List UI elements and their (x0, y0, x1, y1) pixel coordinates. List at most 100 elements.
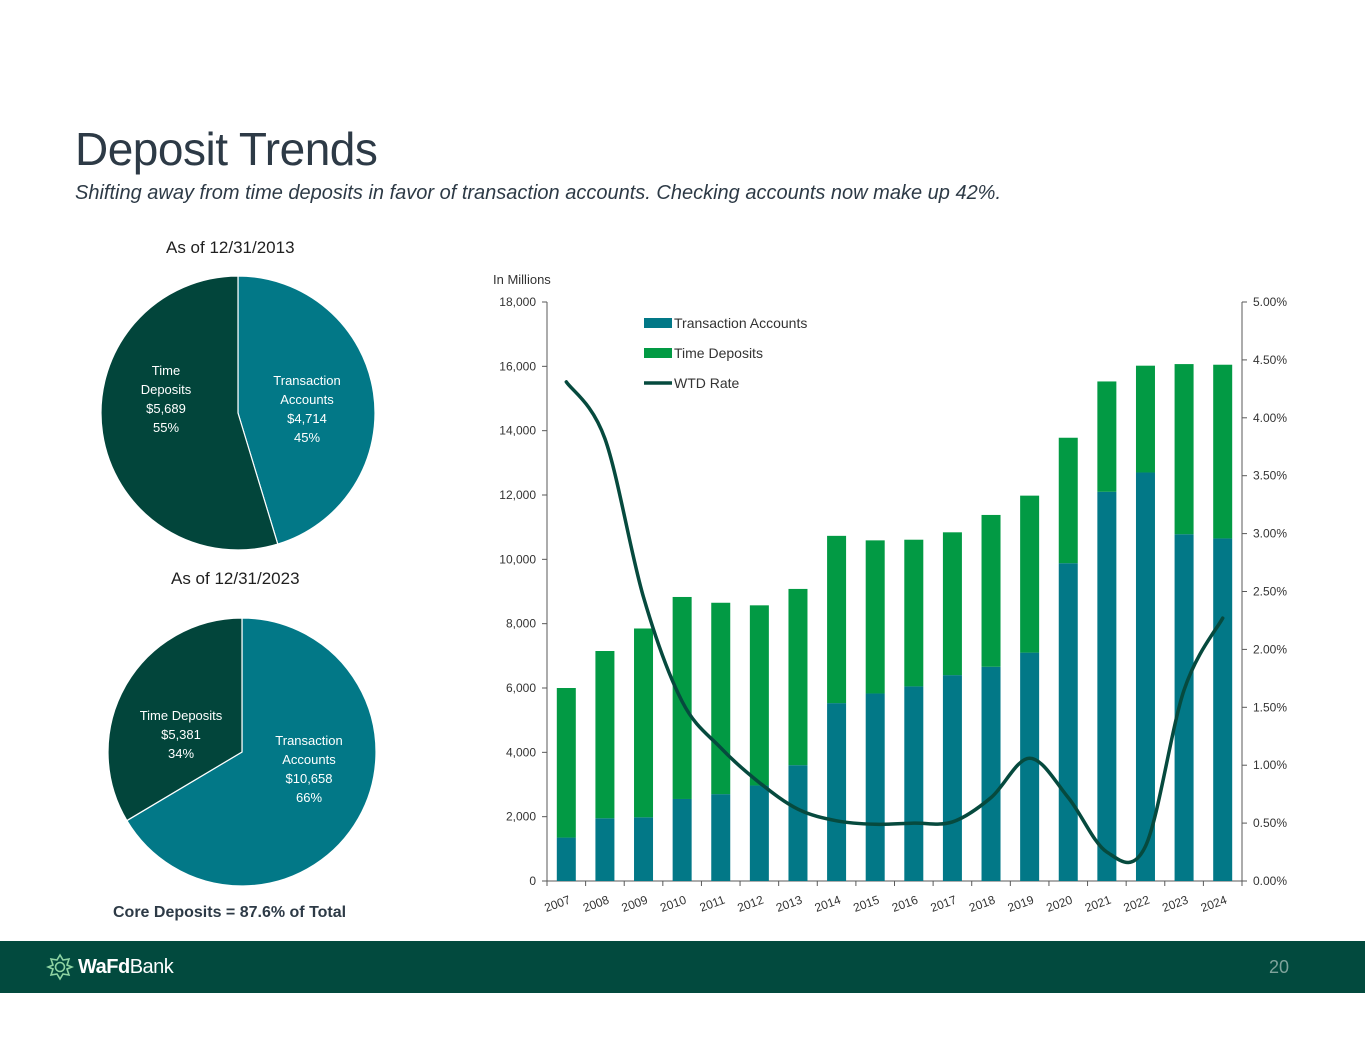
y-right-tick-label: 4.00% (1253, 411, 1287, 425)
pie-chart-2013: Transaction Accounts $4,714 45% Time Deposits… (100, 275, 376, 551)
bar-time-deposits-2020 (1058, 437, 1078, 564)
y-left-tick-label: 2,000 (506, 810, 536, 824)
x-tick-label: 2020 (1044, 893, 1074, 915)
logo-text-regular: Bank (129, 955, 174, 978)
bar-time-deposits-2022 (1135, 365, 1155, 473)
pie-slice-label: Transaction Accounts $4,714 45% (273, 373, 340, 445)
bar-time-deposits-2012 (749, 605, 769, 786)
page-title: Deposit Trends (75, 123, 378, 175)
x-tick-label: 2016 (890, 893, 920, 915)
x-tick-label: 2014 (813, 893, 843, 915)
bar-transaction-accounts-2018 (981, 666, 1001, 881)
y-right-tick-label: 3.00% (1253, 527, 1287, 541)
legend-label: Transaction Accounts (674, 315, 807, 331)
pie-2023-title: As of 12/31/2023 (171, 569, 300, 588)
y-right-tick-label: 2.00% (1253, 642, 1287, 656)
x-tick-label: 2022 (1122, 893, 1152, 915)
wtd-rate-line (564, 380, 1225, 865)
x-tick-label: 2015 (851, 893, 881, 915)
y-left-tick-label: 8,000 (506, 617, 536, 631)
y-left-tick-label: 12,000 (499, 488, 536, 502)
x-tick-label: 2012 (736, 893, 766, 915)
wafd-logo-icon (46, 953, 74, 981)
bar-transaction-accounts-2008 (595, 818, 615, 881)
bar-transaction-accounts-2012 (749, 785, 769, 881)
y-right-tick-label: 3.50% (1253, 469, 1287, 483)
y-right-tick-label: 0.00% (1253, 874, 1287, 888)
y-left-tick-label: 18,000 (499, 295, 536, 309)
pie-slice-label: Time Deposits $5,381 34% (140, 708, 223, 761)
unit-label: In Millions (493, 272, 551, 287)
bar-time-deposits-2011 (711, 602, 731, 795)
page-number: 20 (1268, 957, 1289, 977)
bar-transaction-accounts-2020 (1058, 563, 1078, 881)
bar-time-deposits-2007 (556, 688, 576, 838)
x-tick-label: 2024 (1199, 893, 1229, 915)
x-tick-label: 2009 (620, 893, 650, 915)
x-tick-label: 2019 (1006, 893, 1036, 915)
bar-transaction-accounts-2016 (904, 686, 924, 881)
deposit-bar-chart: In Millions 0 2,000 4,000 6,000 8,000 10,000 12… (493, 272, 1287, 915)
pie-slice-transaction-accounts (237, 275, 376, 545)
y-left-tick-label: 0 (529, 874, 536, 888)
bar-time-deposits-2019 (1020, 495, 1040, 653)
legend-label: Time Deposits (674, 345, 763, 361)
x-tick-label: 2023 (1160, 893, 1190, 915)
pie-slice-time-deposits (100, 275, 279, 551)
bar-time-deposits-2008 (595, 651, 615, 819)
bar-transaction-accounts-2023 (1174, 534, 1194, 881)
bar-transaction-accounts-2021 (1097, 491, 1117, 881)
bar-transaction-accounts-2017 (942, 675, 962, 881)
bar-time-deposits-2021 (1097, 381, 1117, 492)
y-right-tick-label: 4.50% (1253, 353, 1287, 367)
bar-time-deposits-2013 (788, 588, 808, 766)
y-left-tick-label: 4,000 (506, 745, 536, 759)
x-tick-label: 2007 (542, 893, 572, 915)
y-left-tick-label: 6,000 (506, 681, 536, 695)
bar-transaction-accounts-2015 (865, 693, 885, 881)
bar-time-deposits-2017 (942, 532, 962, 676)
y-right-tick-label: 1.00% (1253, 758, 1287, 772)
y-left-tick-label: 14,000 (499, 424, 536, 438)
bar-time-deposits-2016 (904, 539, 924, 687)
bar-time-deposits-2009 (634, 628, 654, 818)
bar-transaction-accounts-2009 (634, 817, 654, 881)
bar-transaction-accounts-2014 (827, 703, 847, 881)
bar-time-deposits-2023 (1174, 364, 1194, 535)
logo-text-bold: WaFd (78, 955, 130, 978)
legend-swatch (644, 348, 672, 358)
pie-slice-label: Transaction Accounts $10,658 66% (275, 733, 342, 805)
pie-chart-2023: Transaction Accounts $10,658 66% Time Deposi… (107, 617, 377, 887)
x-tick-label: 2017 (929, 893, 959, 915)
y-left-tick-label: 16,000 (499, 359, 536, 373)
y-right-tick-label: 2.50% (1253, 585, 1287, 599)
legend-swatch (644, 318, 672, 328)
bar-transaction-accounts-2007 (556, 837, 576, 881)
core-deposits-note: Core Deposits = 87.6% of Total (113, 904, 347, 921)
pie-slice-label: Time Deposits $5,689 55% (141, 363, 192, 435)
bar-transaction-accounts-2010 (672, 798, 692, 881)
y-left-tick-label: 10,000 (499, 552, 536, 566)
bar-transaction-accounts-2024 (1213, 538, 1233, 881)
bar-transaction-accounts-2011 (711, 794, 731, 881)
bar-time-deposits-2024 (1213, 364, 1233, 539)
bar-time-deposits-2014 (827, 535, 847, 704)
pie-2013-title: As of 12/31/2013 (166, 238, 295, 257)
x-tick-label: 2021 (1083, 893, 1113, 915)
x-tick-label: 2008 (581, 893, 611, 915)
wafd-logo: WaFdBank (46, 953, 174, 981)
bar-time-deposits-2018 (981, 514, 1001, 667)
legend-label: WTD Rate (674, 375, 740, 391)
y-right-tick-label: 1.50% (1253, 700, 1287, 714)
logo-text: WaFdBank (78, 955, 174, 979)
bar-transaction-accounts-2013 (788, 765, 808, 881)
x-tick-label: 2011 (698, 893, 727, 915)
x-tick-label: 2013 (774, 893, 804, 915)
pie-slice-time-deposits (107, 617, 243, 822)
pie-slice-transaction-accounts (126, 617, 377, 887)
bar-time-deposits-2015 (865, 540, 885, 694)
y-right-tick-label: 0.50% (1253, 816, 1287, 830)
x-tick-label: 2010 (658, 893, 688, 915)
y-right-tick-label: 5.00% (1253, 295, 1287, 309)
footer-bar: WaFdBank 20 (0, 941, 1365, 993)
